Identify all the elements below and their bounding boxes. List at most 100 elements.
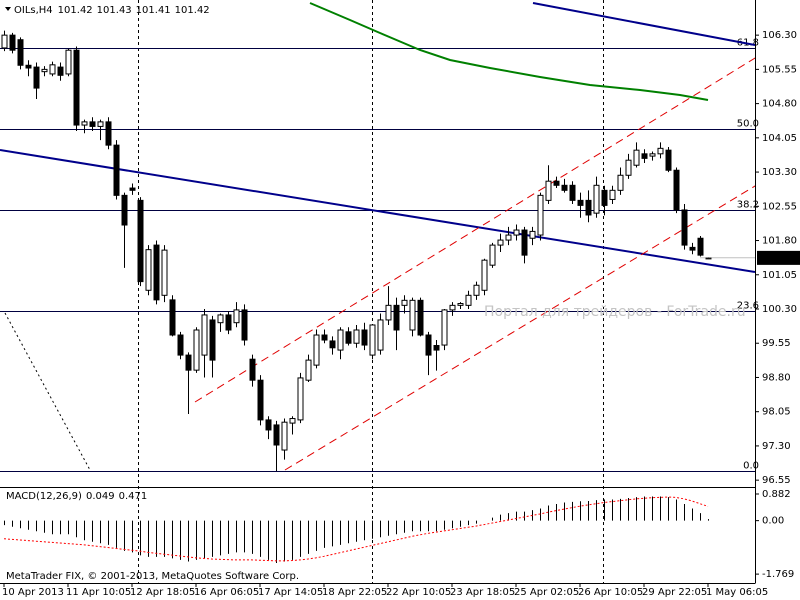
- candle-body: [433, 345, 440, 351]
- candle-body: [513, 229, 520, 236]
- candle-body: [633, 149, 640, 166]
- candle-body: [33, 66, 40, 89]
- candle-body: [49, 64, 56, 75]
- candle-body: [377, 319, 384, 351]
- candle-body: [345, 331, 352, 344]
- candle-body: [649, 153, 656, 157]
- candle-body: [465, 294, 472, 306]
- candle-body: [73, 49, 80, 126]
- candle-body: [193, 329, 200, 371]
- candle-body: [545, 180, 552, 201]
- copyright: MetaTrader FIX, © 2001-2013, MetaQuotes …: [6, 571, 299, 582]
- y-tick-label: 100.30: [762, 304, 797, 315]
- candle-body: [185, 354, 192, 371]
- last-price-box: [757, 250, 800, 265]
- y-tick-label: 96.55: [762, 475, 791, 486]
- candle-body: [329, 340, 336, 349]
- candle-body: [641, 153, 648, 159]
- candle-body: [97, 121, 104, 127]
- period-separators: [138, 0, 604, 583]
- candle-body: [353, 329, 360, 344]
- y-tick-label: -1.769: [762, 569, 794, 580]
- x-tick-label: 1 May 06:05: [706, 587, 768, 598]
- y-tick-label: 101.80: [762, 236, 797, 247]
- candle-body: [209, 319, 216, 361]
- candle-body: [89, 121, 96, 127]
- candle-body: [249, 358, 256, 381]
- x-tick-label: 22 Apr 10:05: [386, 587, 451, 598]
- moving-average: [309, 2, 709, 101]
- candle-body: [417, 299, 424, 336]
- y-tick-label: 101.05: [762, 270, 797, 281]
- x-tick-label: 29 Apr 22:05: [642, 587, 707, 598]
- frames: [0, 0, 756, 584]
- candle-body: [473, 284, 480, 296]
- candle-body: [241, 309, 248, 341]
- candle-body: [553, 180, 560, 186]
- channel-line: [284, 185, 755, 471]
- candle-body: [105, 121, 112, 146]
- y-tick-label: 97.30: [762, 441, 791, 452]
- last-low: 101.41: [136, 5, 171, 16]
- candle-body: [17, 39, 24, 66]
- candle-body: [561, 184, 568, 191]
- candle-body: [321, 334, 328, 341]
- candle-body: [401, 299, 408, 306]
- candle-body: [201, 314, 208, 356]
- candle-body: [217, 314, 224, 324]
- candle-body: [585, 199, 592, 216]
- candle-body: [385, 304, 392, 321]
- candle-body: [593, 184, 600, 214]
- x-tick-label: 25 Apr 02:05: [514, 587, 579, 598]
- candle-body: [409, 299, 416, 331]
- plot: [1, 30, 712, 563]
- indicator-header: MACD(12,26,9) 0.049 0.471: [6, 491, 147, 502]
- signal-line: [3, 496, 709, 562]
- y-tick-label: 104.05: [762, 133, 797, 144]
- x-tick-label: 11 Apr 10:05: [66, 587, 131, 598]
- chart-header: OILs,H4 101.42 101.43 101.41 101.42: [14, 5, 210, 16]
- candle-body: [457, 303, 464, 306]
- candle-body: [305, 359, 312, 381]
- candle-body: [497, 239, 504, 246]
- candle-body: [569, 184, 576, 201]
- trend-line: [532, 2, 755, 46]
- candle-body: [337, 329, 344, 351]
- candle-body: [505, 234, 512, 241]
- x-tick-label: 16 Apr 06:05: [194, 587, 259, 598]
- y-tick-label: 98.80: [762, 372, 791, 383]
- candle-body: [129, 187, 136, 191]
- watermark: Портал для трейдеров - ForTrade.ru: [484, 304, 746, 320]
- candle-body: [617, 174, 624, 191]
- candle-body: [265, 419, 272, 431]
- candle-body: [57, 66, 64, 76]
- candle-body: [121, 194, 128, 226]
- candle-body: [233, 309, 240, 324]
- fib-label: 38.2: [737, 200, 759, 211]
- candle-body: [153, 244, 160, 301]
- x-tick-label: 23 Apr 18:05: [450, 587, 515, 598]
- candle-body: [697, 237, 704, 256]
- candle-body: [137, 199, 144, 283]
- candle-body: [609, 189, 616, 200]
- y-tick-label: 98.05: [762, 407, 791, 418]
- macd-value: 0.049: [86, 491, 115, 502]
- indicator-name: MACD(12,26,9): [6, 491, 82, 502]
- candle-body: [369, 324, 376, 356]
- y-tick-label: 103.30: [762, 167, 797, 178]
- y-tick-label: 0.882: [762, 489, 791, 500]
- candle-body: [297, 377, 304, 421]
- y-tick-label: 104.80: [762, 99, 797, 110]
- candle-body: [481, 259, 488, 291]
- candle-body: [313, 334, 320, 366]
- candle-body: [521, 229, 528, 256]
- candle-body: [225, 314, 232, 331]
- candle-body: [393, 304, 400, 331]
- candle-body: [681, 209, 688, 246]
- candle-body: [449, 304, 456, 311]
- menu-arrow[interactable]: [5, 7, 11, 11]
- candle-body: [289, 418, 296, 424]
- drawn-objects: [0, 2, 755, 471]
